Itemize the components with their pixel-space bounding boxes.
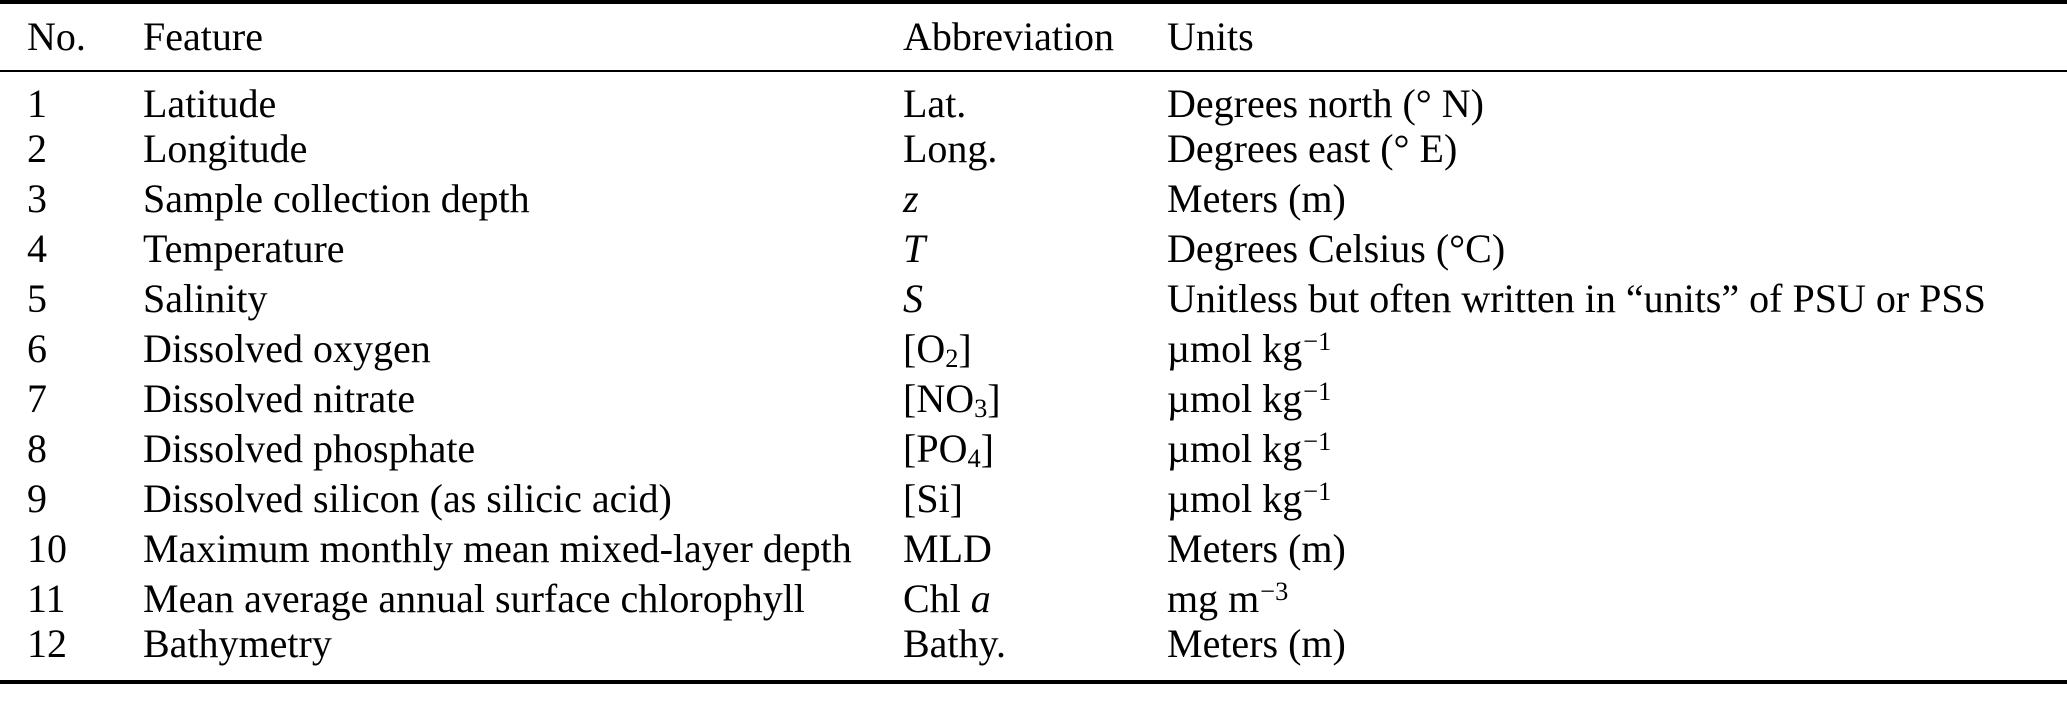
- cell-abbreviation: Long.: [903, 126, 998, 171]
- table-row: 11 Mean average annual surface chlorophyl…: [0, 574, 2067, 624]
- cell-feature: Dissolved phosphate: [143, 426, 476, 471]
- cell-abbreviation: [O2]: [903, 326, 972, 373]
- cell-no: 3: [27, 176, 47, 221]
- cell-units: µmol kg−1: [1167, 476, 1332, 521]
- cell-no: 8: [27, 426, 47, 471]
- header-row: No. Feature Abbreviation Units: [0, 2, 2067, 71]
- cell-feature: Dissolved silicon (as silicic acid): [143, 476, 672, 521]
- cell-abbreviation: Lat.: [903, 81, 967, 126]
- cell-units: Degrees north (° N): [1167, 81, 1484, 126]
- column-header-abbreviation: Abbreviation: [903, 14, 1115, 59]
- cell-feature: Mean average annual surface chlorophyll: [143, 576, 805, 621]
- cell-units: Degrees Celsius (°C): [1167, 226, 1506, 271]
- cell-abbreviation: MLD: [903, 526, 992, 571]
- cell-abbreviation: [Si]: [903, 476, 963, 521]
- cell-abbreviation: T: [903, 226, 926, 271]
- cell-feature: Salinity: [143, 276, 268, 321]
- cell-units: Meters (m): [1167, 526, 1346, 571]
- cell-no: 7: [27, 376, 47, 421]
- cell-no: 12: [27, 621, 67, 666]
- column-header-no: No.: [27, 14, 86, 59]
- table-row: 12 Bathymetry Bathy. Meters (m): [0, 624, 2067, 682]
- cell-feature: Sample collection depth: [143, 176, 530, 221]
- table-row: 10 Maximum monthly mean mixed-layer depth…: [0, 524, 2067, 574]
- cell-units: Degrees east (° E): [1167, 126, 1458, 171]
- cell-units: Meters (m): [1167, 621, 1346, 666]
- table-row: 6 Dissolved oxygen [O2] µmol kg−1: [0, 324, 2067, 374]
- table-row: 2 Longitude Long. Degrees east (° E): [0, 124, 2067, 174]
- cell-no: 1: [27, 81, 47, 126]
- column-header-units: Units: [1167, 14, 1254, 59]
- table-row: 9 Dissolved silicon (as silicic acid) [Si]…: [0, 474, 2067, 524]
- cell-abbreviation: z: [903, 176, 919, 221]
- table-body: 1 Latitude Lat. Degrees north (° N) 2 Longitu…: [0, 71, 2067, 682]
- cell-units: mg m−3: [1167, 576, 1289, 621]
- table-header: No. Feature Abbreviation Units: [0, 2, 2067, 71]
- cell-abbreviation: [PO4]: [903, 426, 994, 473]
- table-row: 8 Dissolved phosphate [PO4] µmol kg−1: [0, 424, 2067, 474]
- cell-no: 11: [27, 576, 66, 621]
- cell-units: Unitless but often written in “units” of…: [1167, 276, 1986, 321]
- table-row: 7 Dissolved nitrate [NO3] µmol kg−1: [0, 374, 2067, 424]
- cell-feature: Temperature: [143, 226, 345, 271]
- table-row: 1 Latitude Lat. Degrees north (° N): [0, 71, 2067, 124]
- cell-no: 5: [27, 276, 47, 321]
- cell-feature: Dissolved nitrate: [143, 376, 416, 421]
- table-row: 4 Temperature T Degrees Celsius (°C): [0, 224, 2067, 274]
- feature-table: No. Feature Abbreviation Units 1 Latitude…: [0, 0, 2067, 684]
- table-row: 3 Sample collection depth z Meters (m): [0, 174, 2067, 224]
- cell-units: µmol kg−1: [1167, 426, 1332, 471]
- cell-no: 2: [27, 126, 47, 171]
- table-row: 5 Salinity S Unitless but often written in …: [0, 274, 2067, 324]
- cell-abbreviation: Bathy.: [903, 621, 1006, 666]
- cell-feature: Dissolved oxygen: [143, 326, 431, 371]
- cell-no: 4: [27, 226, 47, 271]
- cell-abbreviation: S: [903, 276, 923, 321]
- cell-units: µmol kg−1: [1167, 326, 1332, 371]
- cell-no: 9: [27, 476, 47, 521]
- cell-units: Meters (m): [1167, 176, 1346, 221]
- cell-feature: Bathymetry: [143, 621, 332, 666]
- cell-feature: Maximum monthly mean mixed-layer depth: [143, 526, 852, 571]
- column-header-feature: Feature: [143, 14, 263, 59]
- cell-feature: Longitude: [143, 126, 308, 171]
- cell-units: µmol kg−1: [1167, 376, 1332, 421]
- cell-feature: Latitude: [143, 81, 277, 126]
- cell-no: 10: [27, 526, 67, 571]
- cell-abbreviation: Chl a: [903, 576, 991, 621]
- cell-abbreviation: [NO3]: [903, 376, 1001, 423]
- cell-no: 6: [27, 326, 47, 371]
